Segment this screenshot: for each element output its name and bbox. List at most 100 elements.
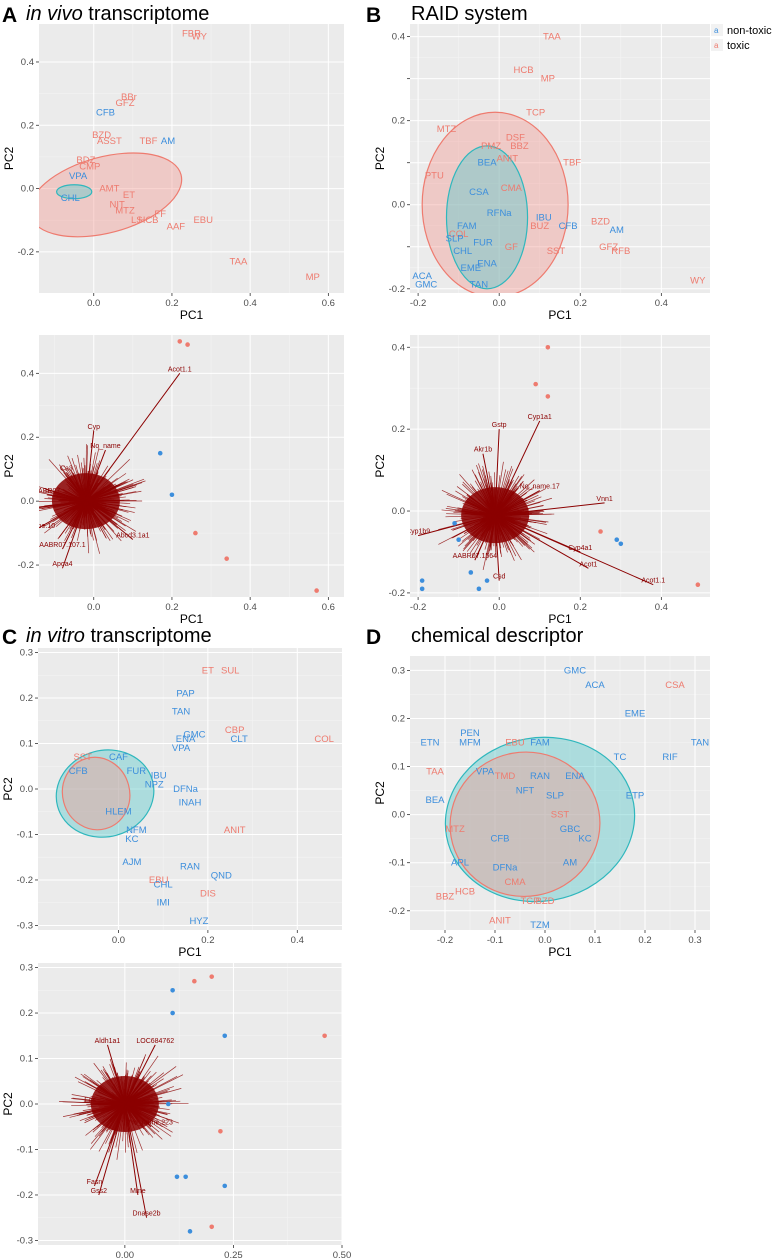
point-label: TAA [426,766,444,777]
loading-vector-labeled [124,1103,139,1196]
confidence-ellipse-toxic [39,152,183,238]
loading-label: Cyp1b9 [406,529,430,536]
data-point-toxic [209,1224,215,1230]
x-tick-label: 0.0 [87,298,100,309]
loading-vector-labeled [65,472,87,502]
point-label: CHL [61,193,80,204]
panel-title-c-rest: transcriptome [85,625,212,647]
loading-label: Acot1.1 [168,366,192,373]
plot-b1: -0.2 0.0 0.2 0.4 -0.2 0.0 0.2 0.4 PC1 PC2 TAA HCB MP… [373,24,710,322]
data-point-toxic [209,974,215,979]
loading-vector-labeled [39,500,87,529]
point-label: AM [161,136,175,147]
data-point-non-toxic [618,541,624,547]
point-label: ANIT [489,915,511,926]
data-point-non-toxic [456,537,461,542]
point-label: QND [211,870,232,881]
panel-title-a: in vivo transcriptome [26,3,209,25]
data-point-non-toxic [183,1174,188,1180]
plot-background-a1 [39,24,344,293]
point-label: CMA [504,877,526,888]
data-point-non-toxic [476,586,482,592]
loading-label: LOC684762 [136,1038,174,1045]
point-label: CFB [559,221,578,232]
point-label: TCP [521,896,540,907]
point-label: TBF [140,136,158,147]
x-tick-label: 0.4 [244,298,257,309]
x-tick-label: 0.4 [291,935,304,946]
y-tick-label: 0.2 [392,424,405,435]
point-label: APL [451,858,469,869]
data-point-toxic [185,342,190,347]
point-label: TBF [563,158,581,169]
point-label: CLT [231,734,248,745]
loading-label: No_name.17 [520,484,560,491]
point-label: BBZ [510,141,529,152]
point-label: DFNa [493,863,519,874]
point-label: ASST [97,136,122,147]
y-tick-label: -0.1 [389,858,405,869]
point-label: BZD [536,896,555,907]
point-label: GMC [564,665,586,676]
point-label: IMI [157,898,170,909]
y-tick-label: 0.3 [392,665,405,676]
point-label: MFM [459,738,481,749]
legend-key-toxic: a [714,41,719,50]
data-layer-b2: Cyp1a1 Gstp Akr1b No_name.17 Vnn1 Cyp1b9 AABR0… [406,344,701,592]
loading-label: Mme [130,1188,146,1195]
x-tick-label: 0.0 [538,935,551,946]
point-label: SLP [546,790,564,801]
point-label: MP [541,74,555,85]
point-label: ENA [565,771,585,782]
point-label: SUL [221,666,239,677]
loading-label: Gstp [492,422,507,429]
loading-label: AABR07 [33,488,60,495]
y-tick-label: 0.1 [20,1054,33,1065]
y-tick-label: -0.1 [17,1144,33,1155]
point-label: KC [125,834,138,845]
data-point-non-toxic [170,987,175,993]
point-label: ANIT [496,154,518,165]
point-label: ANIT [224,825,246,836]
panel-title-c: in vitro transcriptome [26,625,212,647]
point-label: TAA [543,32,561,43]
point-label: SST [547,246,566,257]
data-point-toxic [192,978,197,984]
point-label: INAH [179,798,202,809]
data-point-toxic [695,582,701,588]
y-axis-title-c1: PC2 [1,777,15,801]
point-label: AAF [167,222,186,233]
confidence-ellipse-toxic [421,111,569,293]
point-label: IBU [151,770,167,781]
x-tick-label: 0.1 [588,935,601,946]
y-tick-label: 0.2 [20,693,33,704]
legend-key-box-non-toxic [711,24,723,36]
y-axis-title-d: PC2 [373,781,387,805]
data-point-non-toxic [170,1010,175,1016]
data-point-non-toxic [468,570,474,575]
point-label: VPA [69,171,88,182]
point-label: ACA [412,271,432,282]
y-tick-label: -0.2 [17,1190,33,1201]
confidence-ellipse-non-toxic [445,145,529,290]
data-layer-a2: Acot1.1 Cyp No_name Ca3 AABR07 No_name.10 AABR… [33,339,319,593]
point-label: FUR [473,238,493,249]
point-label: BEA [478,158,498,169]
y-tick-label: -0.2 [18,560,34,571]
y-tick-label: 0.0 [392,810,405,821]
loading-label: Dnase2b [133,1211,161,1218]
point-label: TAN [691,738,709,749]
x-tick-label: -0.2 [410,602,426,613]
point-label: COL [449,229,469,240]
point-label: EBU [149,875,169,886]
legend: a non-toxic a toxic [711,24,772,52]
point-label: VPA [476,766,495,777]
point-label: GFZ [116,98,135,109]
y-tick-label: 0.2 [21,120,34,131]
panel-title-a-rest: transcriptome [83,3,210,25]
loading-vector-labeled [107,1044,126,1105]
loading-label: Cyp1a1 [528,414,552,421]
loading-label: AABR07.107.1 [39,542,85,549]
